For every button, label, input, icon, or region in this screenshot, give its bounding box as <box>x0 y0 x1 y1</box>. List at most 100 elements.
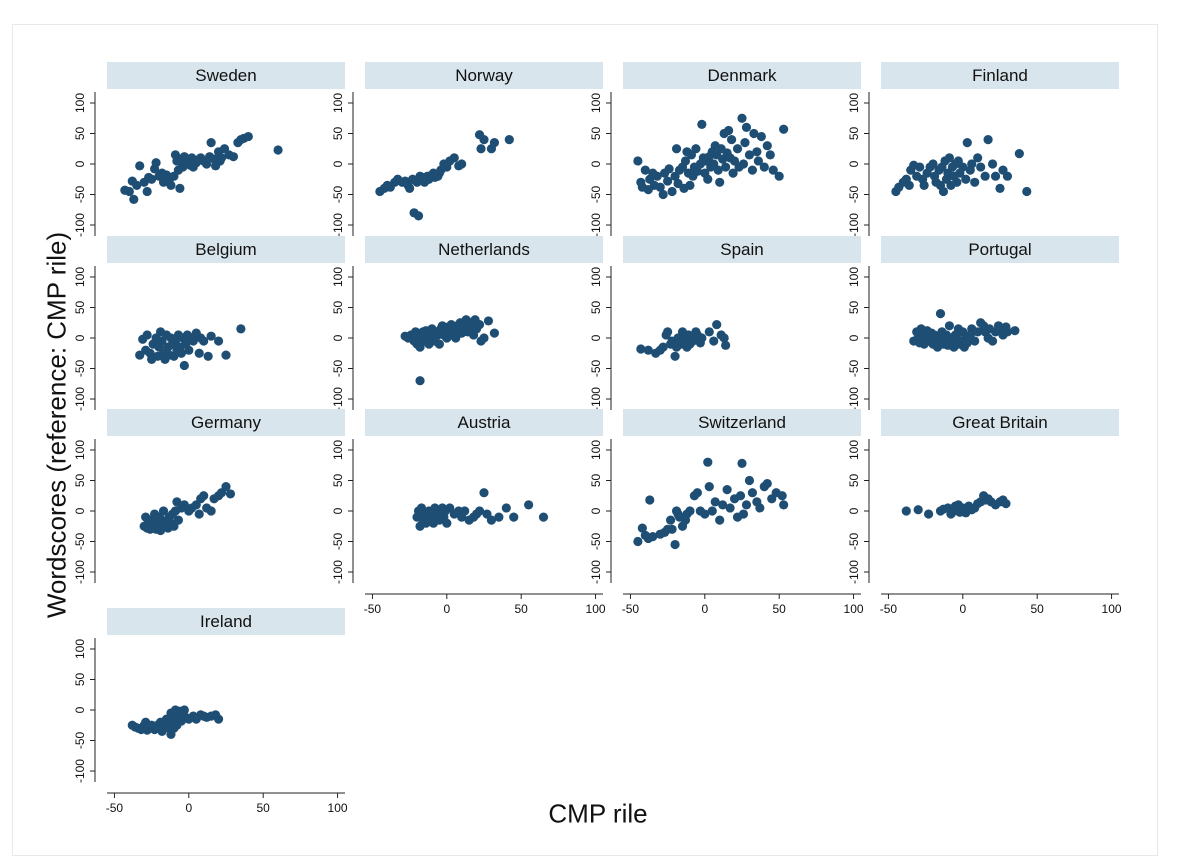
y-tick-label: -50 <box>589 186 603 204</box>
panel-title-belgium: Belgium <box>195 240 256 259</box>
data-point <box>489 138 500 148</box>
panel-strip-belgium <box>107 236 345 263</box>
y-tick-label: 100 <box>589 267 603 287</box>
data-point <box>501 503 511 513</box>
y-tick-label: 0 <box>847 160 861 167</box>
y-tick-label: -50 <box>847 533 861 551</box>
data-point <box>703 457 713 467</box>
y-tick-label: 100 <box>73 639 87 659</box>
x-tick-label: 100 <box>1102 602 1122 616</box>
data-point <box>990 171 1001 181</box>
data-point <box>179 705 189 715</box>
y-tick-label: 50 <box>73 300 87 314</box>
data-point <box>962 138 972 148</box>
data-point <box>747 165 758 175</box>
data-point <box>707 506 717 516</box>
y-tick-label: 0 <box>589 507 603 514</box>
data-point <box>474 319 485 330</box>
data-point <box>509 512 519 522</box>
y-tick-label: 0 <box>847 507 861 514</box>
y-axis-title: Wordscores (reference: CMP rile) <box>41 231 72 619</box>
y-tick-label: 0 <box>331 160 345 167</box>
x-tick-label: -50 <box>364 602 382 616</box>
data-point <box>680 156 691 166</box>
data-point <box>709 336 719 346</box>
data-point <box>740 138 750 148</box>
data-point <box>504 134 514 145</box>
data-point <box>987 336 998 346</box>
data-point <box>486 515 497 525</box>
data-point <box>135 161 145 171</box>
data-point <box>221 350 231 360</box>
data-point <box>924 509 934 519</box>
data-point <box>273 145 283 155</box>
data-point <box>901 506 911 516</box>
data-point <box>225 489 236 499</box>
panel-title-great-britain: Great Britain <box>952 413 1047 432</box>
y-tick-label: 50 <box>73 126 87 140</box>
y-tick-label: -100 <box>589 213 603 237</box>
data-point <box>658 189 668 200</box>
data-point <box>983 134 993 145</box>
y-tick-label: -100 <box>73 213 87 237</box>
y-tick-label: -100 <box>589 560 603 584</box>
x-tick-label: 0 <box>959 602 966 616</box>
data-point <box>652 171 662 181</box>
data-point <box>944 321 955 331</box>
data-point <box>483 316 494 326</box>
data-point <box>704 481 714 492</box>
data-point <box>722 485 732 495</box>
data-point <box>142 186 152 197</box>
y-tick-label: 50 <box>589 126 603 140</box>
data-point <box>442 518 452 528</box>
y-tick-label: 50 <box>73 473 87 487</box>
data-point <box>987 159 998 169</box>
data-point <box>236 324 246 334</box>
data-point <box>735 491 746 501</box>
data-point <box>1022 186 1032 197</box>
y-tick-label: -100 <box>73 560 87 584</box>
data-point <box>944 153 955 163</box>
data-point <box>713 165 723 175</box>
x-tick-label: -50 <box>622 602 640 616</box>
data-point <box>762 478 772 489</box>
data-point <box>744 150 755 160</box>
x-tick-label: -50 <box>106 801 124 815</box>
y-tick-label: -50 <box>331 360 345 378</box>
data-point <box>738 509 749 519</box>
data-point <box>765 150 775 160</box>
data-point <box>184 345 194 355</box>
panel-strip-austria <box>365 409 603 436</box>
data-point <box>1002 171 1013 181</box>
data-point <box>737 113 747 123</box>
panel-title-norway: Norway <box>455 66 513 85</box>
x-tick-label: 50 <box>515 602 529 616</box>
data-point <box>967 159 977 169</box>
data-point <box>691 144 701 154</box>
y-tick-label: -50 <box>589 533 603 551</box>
data-point <box>132 180 142 190</box>
panel-title-denmark: Denmark <box>708 66 777 85</box>
data-point <box>460 506 470 516</box>
data-point <box>724 125 734 136</box>
data-point <box>216 153 227 163</box>
y-tick-label: 50 <box>589 473 603 487</box>
data-point <box>928 159 938 169</box>
data-point <box>648 532 658 542</box>
data-point <box>413 211 424 221</box>
y-tick-label: 0 <box>331 334 345 341</box>
data-point <box>494 512 504 522</box>
data-point <box>457 159 467 169</box>
data-point <box>667 186 677 197</box>
data-point <box>664 164 674 174</box>
data-point <box>524 500 534 510</box>
data-point <box>759 162 769 172</box>
data-point <box>166 180 176 190</box>
panel-strip-switzerland <box>623 409 861 436</box>
panel-title-switzerland: Switzerland <box>698 413 786 432</box>
data-point <box>958 162 968 172</box>
x-tick-label: 50 <box>257 801 271 815</box>
panel-title-portugal: Portugal <box>968 240 1031 259</box>
data-point <box>633 536 643 547</box>
data-point <box>1010 326 1020 336</box>
